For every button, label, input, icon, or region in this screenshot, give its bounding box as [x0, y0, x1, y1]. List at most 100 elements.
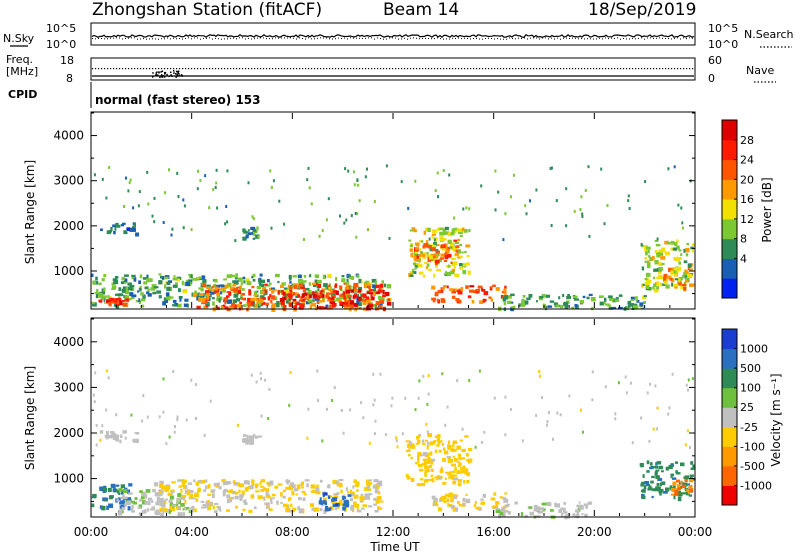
heatmap-cell [580, 300, 585, 304]
heatmap-cell [320, 508, 323, 511]
heatmap-cell [131, 228, 136, 232]
heatmap-cell [211, 290, 214, 292]
nsearch-point [638, 38, 639, 39]
heatmap-cell [243, 277, 246, 280]
heatmap-cell [478, 289, 481, 292]
heatmap-cell [206, 305, 209, 307]
heatmap-cell [128, 493, 132, 495]
heatmap-cell [177, 416, 179, 419]
nave-point [173, 70, 175, 72]
heatmap-cell [310, 305, 312, 309]
heatmap-cell [451, 262, 453, 265]
heatmap-cell [451, 258, 456, 260]
heatmap-cell [418, 379, 420, 382]
heatmap-cell [521, 303, 525, 307]
heatmap-cell [678, 249, 681, 251]
heatmap-cell [317, 295, 321, 299]
nsearch-point [680, 39, 681, 40]
nave-point [101, 68, 102, 69]
nave-point [362, 68, 363, 69]
heatmap-cell [235, 277, 238, 279]
heatmap-cell [424, 466, 429, 470]
heatmap-cell [102, 178, 104, 181]
heatmap-cell [273, 179, 275, 182]
heatmap-cell [230, 497, 232, 499]
heatmap-cell [648, 485, 651, 488]
heatmap-cell [491, 498, 496, 501]
heatmap-cell [267, 279, 270, 282]
nave-point [644, 68, 645, 69]
heatmap-cell [193, 479, 195, 482]
heatmap-cell [98, 293, 102, 297]
heatmap-cell [140, 292, 144, 295]
heatmap-cell [163, 377, 165, 380]
colorbar-tick-label: 24 [740, 154, 754, 167]
heatmap-cell [256, 381, 258, 384]
heatmap-cell [535, 414, 537, 417]
nsearch-point [212, 39, 213, 40]
heatmap-cell [665, 285, 669, 289]
heatmap-cell [347, 170, 349, 173]
heatmap-cell [162, 411, 164, 414]
nave-point [157, 74, 159, 76]
nsearch-point [383, 39, 384, 40]
heatmap-cell [449, 493, 454, 495]
nsearch-point [467, 38, 468, 39]
heatmap-cell [323, 492, 327, 495]
heatmap-cell [317, 280, 322, 284]
nsearch-point [494, 39, 495, 40]
heatmap-cell [619, 294, 623, 297]
heatmap-cell [563, 502, 566, 505]
x-tick-label: 16:00 [476, 525, 511, 539]
heatmap-cell [421, 483, 425, 486]
heatmap-cell [685, 443, 687, 446]
nave-point [122, 68, 123, 69]
colorbar-swatch [722, 427, 737, 447]
heatmap-cell [105, 409, 107, 412]
heatmap-cell [248, 510, 252, 513]
nave-point [497, 68, 498, 69]
nsearch-point [305, 39, 306, 40]
heatmap-cell [124, 282, 127, 284]
nsearch-point [350, 37, 351, 38]
nave-point [329, 68, 330, 69]
nsearch-point [410, 38, 411, 39]
heatmap-cell [671, 488, 674, 492]
nsearch-point [221, 39, 222, 40]
heatmap-cell [102, 278, 105, 281]
power-data [91, 164, 695, 312]
nave-point [149, 68, 150, 69]
heatmap-cell [260, 274, 263, 277]
heatmap-cell [420, 251, 423, 254]
heatmap-cell [315, 274, 320, 277]
nave-point [332, 68, 333, 69]
heatmap-cell [657, 483, 660, 487]
heatmap-cell [160, 504, 163, 506]
nave-point [160, 71, 162, 73]
heatmap-cell [568, 394, 570, 397]
heatmap-cell [304, 493, 307, 495]
heatmap-cell [152, 215, 154, 218]
heatmap-cell [108, 376, 110, 379]
heatmap-cell [542, 503, 546, 506]
heatmap-cell [206, 287, 210, 289]
heatmap-cell [121, 277, 124, 280]
heatmap-cell [583, 296, 586, 298]
heatmap-cell [356, 178, 358, 181]
heatmap-cell [459, 244, 462, 246]
heatmap-cell [650, 481, 654, 484]
nsearch-point [596, 38, 597, 39]
heatmap-cell [439, 228, 443, 230]
heatmap-cell [132, 439, 135, 443]
nsearch-point [662, 38, 663, 39]
heatmap-cell [182, 281, 184, 285]
nsearch-point [569, 38, 570, 39]
heatmap-cell [425, 470, 430, 473]
heatmap-cell [128, 483, 132, 486]
heatmap-cell [358, 289, 361, 292]
heatmap-cell [138, 298, 140, 302]
heatmap-cell [608, 295, 613, 298]
nave-point [166, 74, 168, 76]
nsearch-point [245, 39, 246, 40]
heatmap-cell [309, 282, 311, 285]
